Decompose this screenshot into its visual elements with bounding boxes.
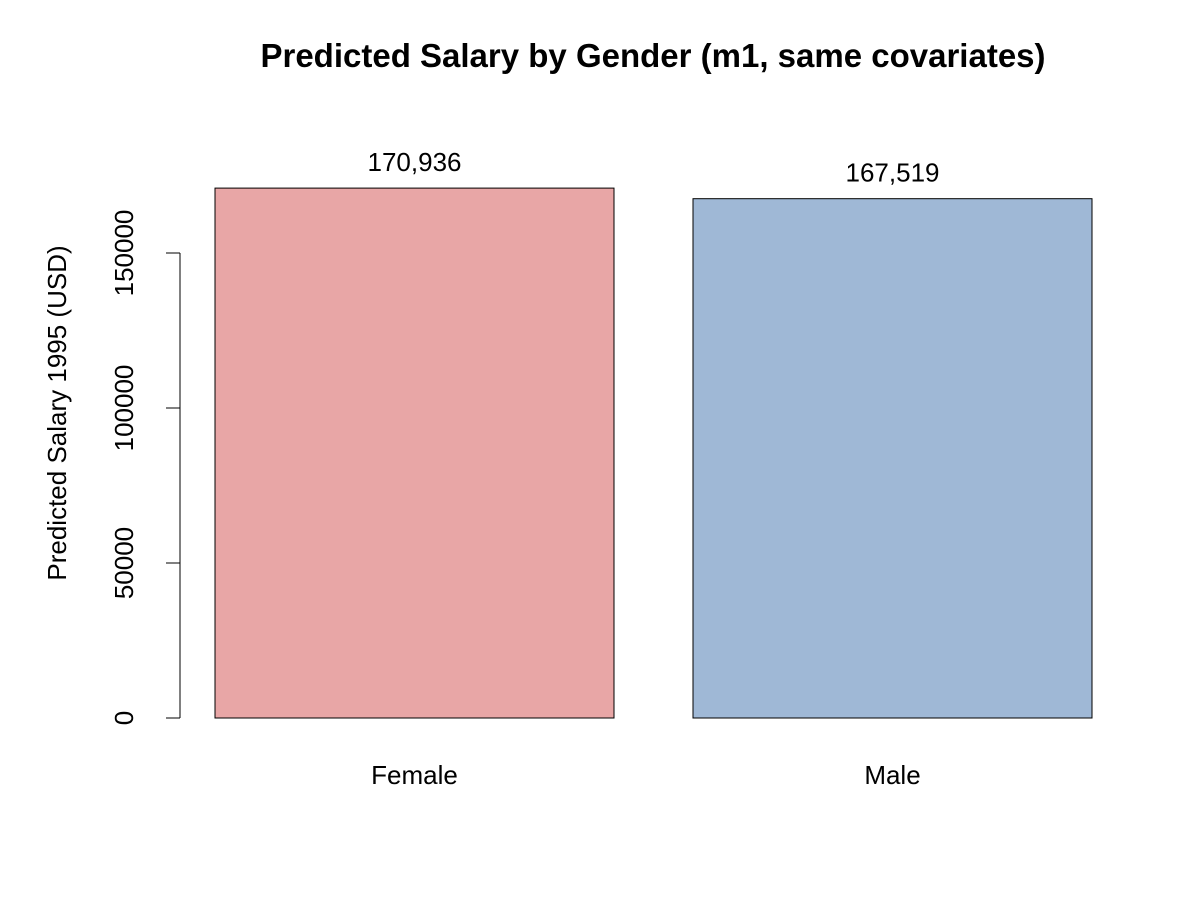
category-label-male: Male bbox=[864, 760, 920, 790]
bars bbox=[214, 187, 1093, 719]
value-labels: 170,936 167,519 bbox=[368, 147, 940, 188]
value-label-male: 167,519 bbox=[846, 158, 940, 188]
bar-male bbox=[692, 198, 1093, 719]
bar-female bbox=[214, 187, 615, 719]
chart-title: Predicted Salary by Gender (m1, same cov… bbox=[260, 37, 1045, 74]
category-labels: Female Male bbox=[371, 760, 921, 790]
y-axis-title: Predicted Salary 1995 (USD) bbox=[42, 245, 72, 580]
y-tick-label: 100000 bbox=[109, 365, 139, 452]
y-tick-label: 150000 bbox=[109, 210, 139, 297]
value-label-female: 170,936 bbox=[368, 147, 462, 177]
category-label-female: Female bbox=[371, 760, 458, 790]
y-tick-label: 0 bbox=[109, 711, 139, 725]
y-axis: 0 50000 100000 150000 bbox=[109, 210, 181, 725]
y-tick-label: 50000 bbox=[109, 527, 139, 599]
